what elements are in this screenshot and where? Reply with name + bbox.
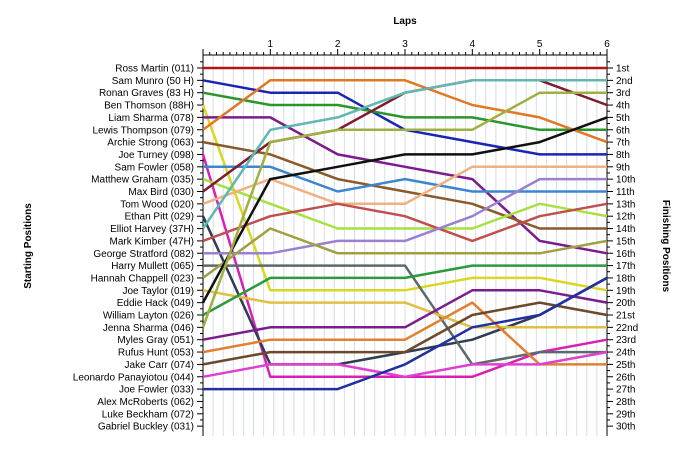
starting-label: Jake Carr (074) xyxy=(125,360,194,371)
lap-tick-label: 2 xyxy=(335,39,341,50)
starting-label: Hannah Chappell (023) xyxy=(91,273,194,284)
series-lines xyxy=(201,66,608,391)
starting-label: William Layton (026) xyxy=(103,311,194,322)
starting-label: Sam Fowler (058) xyxy=(115,162,194,173)
finishing-label: 14th xyxy=(616,224,635,235)
starting-label: Max Bird (030) xyxy=(128,187,194,198)
finishing-label: 10th xyxy=(616,175,635,186)
series-line xyxy=(201,91,607,328)
finishing-label: 4th xyxy=(616,101,630,112)
starting-label: Elliot Harvey (37H) xyxy=(110,224,194,235)
finishing-label: 5th xyxy=(616,113,630,124)
series-line xyxy=(202,79,608,144)
left-axis-title: Starting Positions xyxy=(23,203,34,289)
lap-tick-label: 6 xyxy=(604,39,610,50)
finishing-label: 26th xyxy=(616,372,635,383)
finishing-label: 30th xyxy=(616,422,635,433)
lap-tick-label: 4 xyxy=(470,39,476,50)
starting-label: Matthew Graham (035) xyxy=(91,175,194,186)
finishing-label: 8th xyxy=(616,150,630,161)
series-line xyxy=(202,350,608,379)
starting-label: Sam Munro (50 H) xyxy=(112,76,194,87)
grid xyxy=(202,55,608,436)
finishing-label: 13th xyxy=(616,199,635,210)
series-line xyxy=(202,227,608,279)
starting-label: George Stratford (082) xyxy=(93,249,194,260)
x-axis-title: Laps xyxy=(393,16,417,27)
lap-tick-label: 5 xyxy=(537,39,543,50)
finishing-label: 24th xyxy=(616,348,635,359)
finishing-label: 29th xyxy=(616,409,635,420)
finishing-label: 27th xyxy=(616,385,635,396)
starting-label: Lewis Thompson (079) xyxy=(92,125,194,136)
series-line xyxy=(203,177,607,255)
starting-label: Jenna Sharma (046) xyxy=(103,323,194,334)
finishing-label: 21st xyxy=(616,311,635,322)
series-line xyxy=(202,301,608,366)
finishing-label: 22nd xyxy=(616,323,638,334)
finishing-label: 23rd xyxy=(616,335,636,346)
starting-position-labels: Ross Martin (011)Sam Munro (50 H)Ronan G… xyxy=(73,64,194,433)
starting-label: Alex McRoberts (062) xyxy=(97,397,194,408)
series-line xyxy=(202,264,607,317)
series-line xyxy=(202,289,608,341)
series-line xyxy=(203,165,607,193)
finishing-label: 25th xyxy=(616,360,635,371)
series-line xyxy=(201,104,608,292)
series-line xyxy=(202,91,607,132)
series-line xyxy=(201,116,608,304)
lap-tick-label: 3 xyxy=(402,39,408,50)
starting-label: Ethan Pitt (029) xyxy=(125,212,194,223)
series-line xyxy=(202,202,608,243)
finishing-label: 15th xyxy=(616,236,635,247)
finishing-label: 16th xyxy=(616,249,635,260)
finishing-label: 9th xyxy=(616,162,630,173)
starting-label: Ben Thomson (88H) xyxy=(104,101,194,112)
finishing-label: 6th xyxy=(616,125,630,136)
axes xyxy=(197,49,613,436)
finishing-label: 7th xyxy=(616,138,630,149)
starting-label: Mark Kimber (47H) xyxy=(110,236,194,247)
finishing-label: 20th xyxy=(616,298,635,309)
lap-tick-labels: 1 2 3 4 5 6 xyxy=(268,39,611,50)
starting-label: Myles Gray (051) xyxy=(117,335,194,346)
finishing-label: 19th xyxy=(616,286,635,297)
right-axis-title: Finishing Positions xyxy=(660,200,671,293)
lap-tick-label: 1 xyxy=(268,39,274,50)
series-line xyxy=(203,116,608,255)
finishing-label: 17th xyxy=(616,261,635,272)
finishing-label: 28th xyxy=(616,397,635,408)
starting-label: Joe Turney (098) xyxy=(118,150,194,161)
finishing-label: 2nd xyxy=(616,76,633,87)
finishing-label: 3rd xyxy=(616,88,630,99)
finishing-label: 12th xyxy=(616,212,635,223)
starting-label: Gabriel Buckley (031) xyxy=(98,422,194,433)
starting-label: Eddie Hack (049) xyxy=(117,298,194,309)
series-line xyxy=(203,276,608,391)
series-line xyxy=(203,264,607,366)
series-line xyxy=(202,140,607,230)
finishing-label: 11th xyxy=(616,187,635,198)
finishing-label: 18th xyxy=(616,273,635,284)
starting-label: Tom Wood (020) xyxy=(120,199,194,210)
starting-label: Ronan Graves (83 H) xyxy=(99,88,194,99)
starting-label: Harry Mullett (065) xyxy=(111,261,194,272)
starting-label: Luke Beckham (072) xyxy=(102,409,194,420)
finishing-label: 1st xyxy=(616,64,630,75)
starting-label: Liam Sharma (078) xyxy=(108,113,194,124)
starting-label: Archie Strong (063) xyxy=(107,138,194,149)
starting-label: Leonardo Panayiotou (044) xyxy=(73,372,194,383)
starting-label: Rufus Hunt (053) xyxy=(118,348,194,359)
starting-label: Joe Taylor (019) xyxy=(122,286,194,297)
starting-label: Ross Martin (011) xyxy=(115,64,194,75)
series-line xyxy=(202,177,608,230)
series-line xyxy=(201,79,607,230)
starting-label: Joe Fowler (033) xyxy=(119,385,194,396)
series-line xyxy=(202,289,607,329)
